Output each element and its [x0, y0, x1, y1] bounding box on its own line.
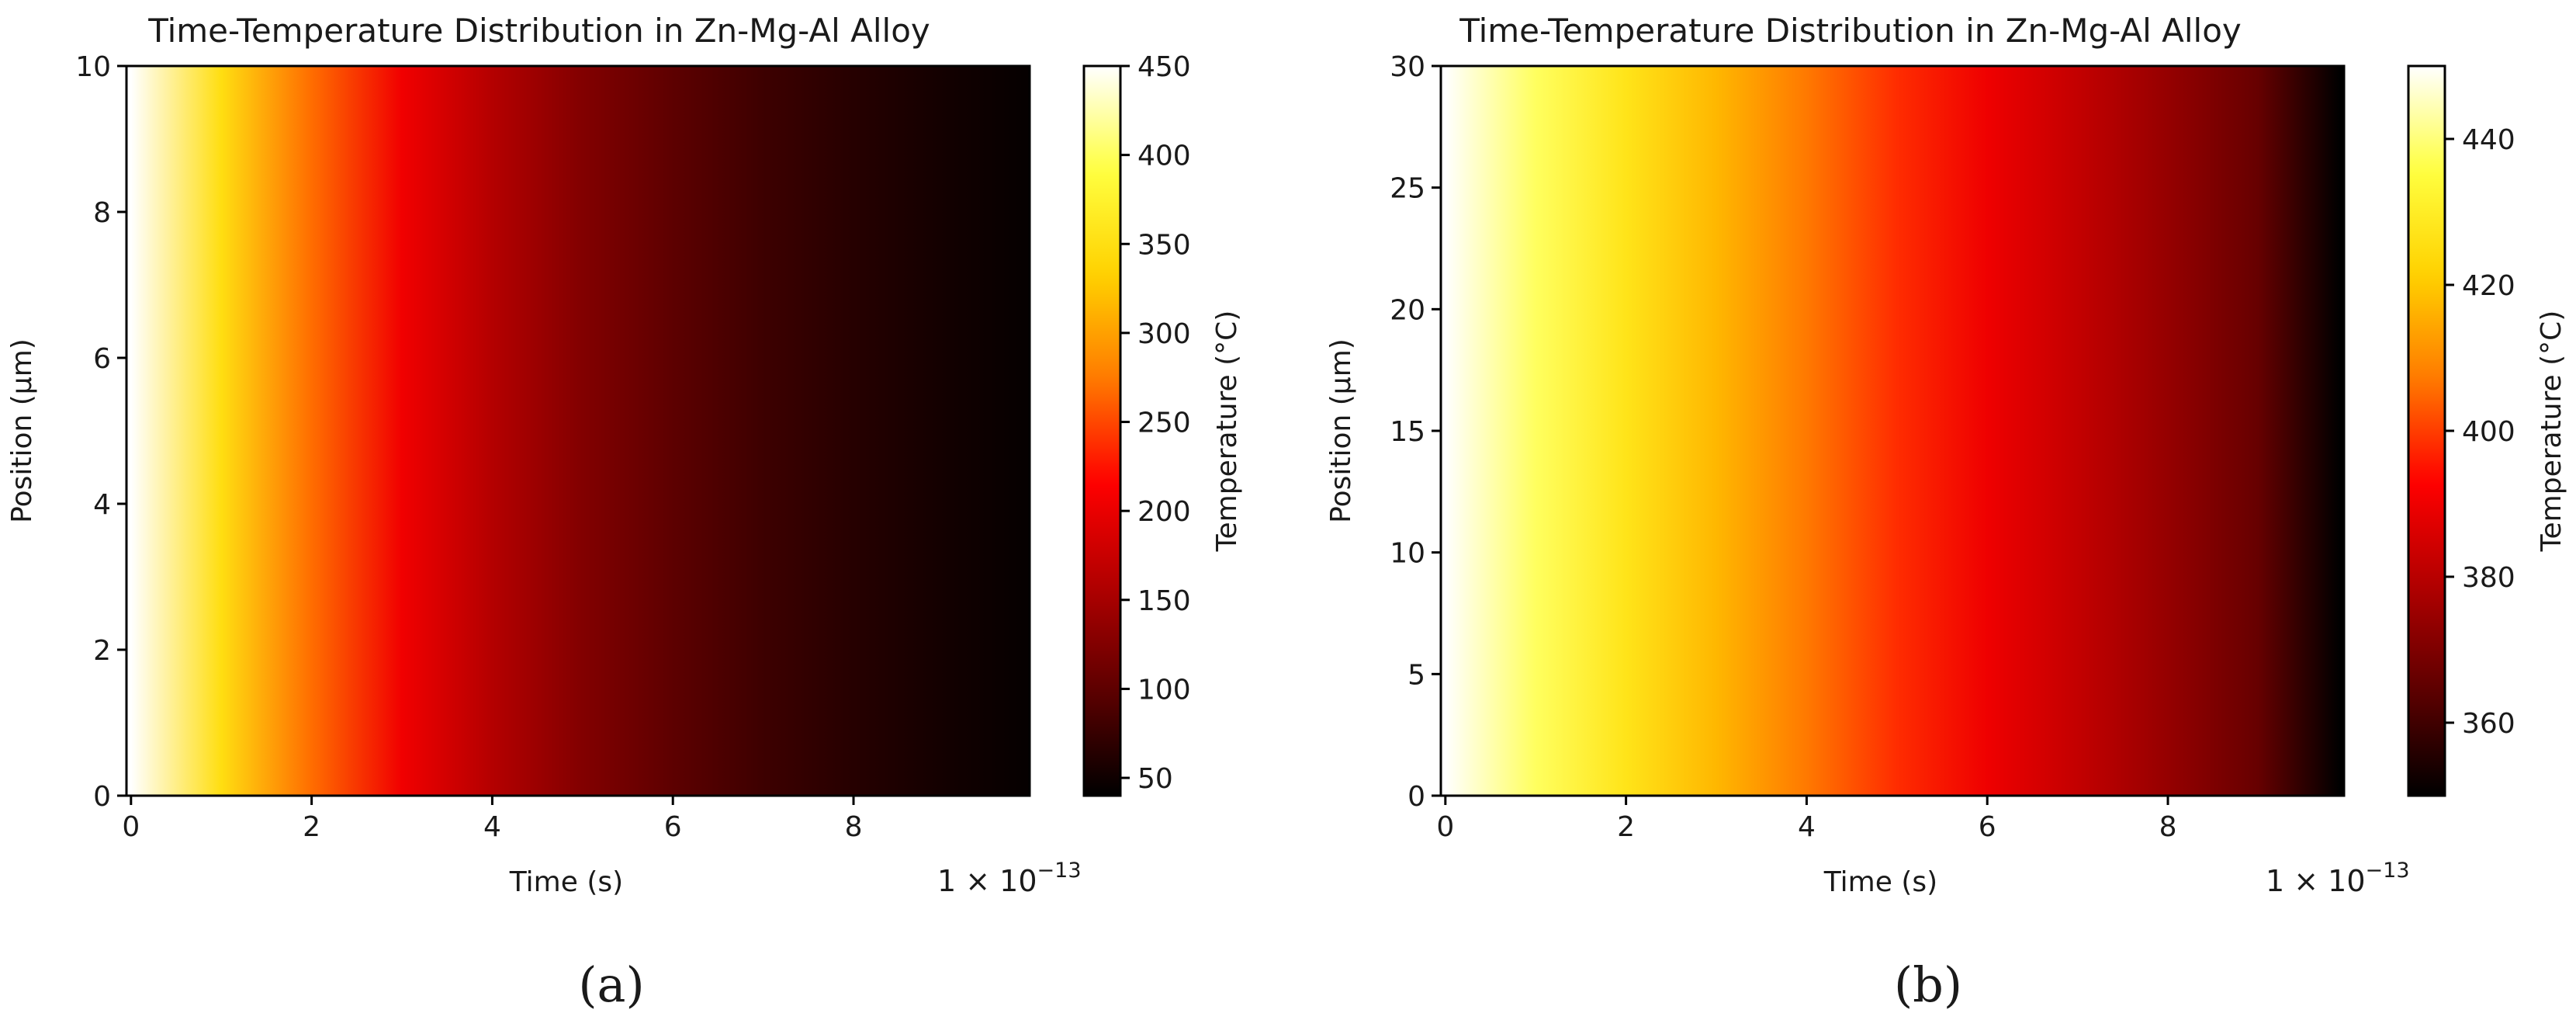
- x-axis-label: Time (s): [509, 866, 623, 898]
- colorbar-label: Temperature (°C): [2536, 311, 2567, 553]
- x-tick-label: 8: [845, 811, 863, 843]
- y-tick-label: 20: [1390, 294, 1425, 326]
- colorbar-label: Temperature (°C): [1211, 311, 1243, 553]
- y-tick-label: 30: [1390, 51, 1425, 83]
- colorbar-tick-label: 50: [1137, 763, 1173, 795]
- y-axis-label: Position (µm): [1325, 338, 1357, 523]
- x-tick-label: 6: [1979, 811, 1996, 843]
- x-tick-label: 2: [303, 811, 320, 843]
- heatmap: [126, 66, 1030, 796]
- colorbar-tick-label: 400: [2462, 416, 2515, 448]
- heatmap: [1441, 66, 2344, 796]
- x-tick-label: 6: [664, 811, 682, 843]
- y-axis-label: Position (µm): [6, 338, 38, 523]
- colorbar-tick-label: 400: [1137, 141, 1191, 172]
- colorbar-tick-label: 150: [1137, 585, 1191, 617]
- chart-title: Time-Temperature Distribution in Zn-Mg-A…: [1459, 12, 2242, 50]
- colorbar-ticks: 360 380 400 420 440: [2445, 124, 2515, 740]
- y-tick-label: 4: [93, 489, 111, 521]
- y-tick-label: 25: [1390, 173, 1425, 205]
- panel-label: (b): [1894, 956, 1962, 1013]
- x-offset-label: 1 × 10−13: [2266, 859, 2410, 898]
- y-tick-label: 15: [1390, 416, 1425, 448]
- y-tick-label: 5: [1407, 659, 1425, 691]
- colorbar-tick-label: 380: [2462, 562, 2515, 594]
- colorbar-tick-label: 300: [1137, 318, 1191, 350]
- x-tick-label: 2: [1617, 811, 1635, 843]
- colorbar-tick-label: 350: [1137, 229, 1191, 261]
- y-tick-label: 10: [75, 51, 111, 83]
- x-axis-label: Time (s): [1823, 866, 1937, 898]
- colorbar-ticks: 50 100 150 200 250 300 350 400 450: [1120, 51, 1191, 795]
- colorbar-tick-label: 250: [1137, 408, 1191, 439]
- x-tick-label: 4: [483, 811, 501, 843]
- x-offset-label: 1 × 10−13: [937, 859, 1082, 898]
- x-offset-exponent: −13: [1037, 859, 1082, 883]
- y-tick-label: 8: [93, 197, 111, 229]
- x-offset-base: 1 × 10: [937, 864, 1037, 898]
- colorbar-tick-label: 420: [2462, 270, 2515, 302]
- x-offset-base: 1 × 10: [2266, 864, 2366, 898]
- y-tick-label: 10: [1390, 538, 1425, 570]
- x-axis-ticks: 0 2 4 6 8: [122, 796, 862, 843]
- x-tick-label: 0: [1436, 811, 1454, 843]
- x-tick-label: 0: [122, 811, 140, 843]
- chart-panel-a: Time-Temperature Distribution in Zn-Mg-A…: [6, 12, 1243, 1013]
- x-axis-ticks: 0 2 4 6 8: [1436, 796, 2176, 843]
- colorbar-tick-label: 440: [2462, 124, 2515, 156]
- colorbar-tick-label: 200: [1137, 496, 1191, 528]
- colorbar-frame: [1082, 64, 1122, 797]
- chart-title: Time-Temperature Distribution in Zn-Mg-A…: [147, 12, 930, 50]
- panel-label: (a): [578, 956, 644, 1013]
- x-tick-label: 8: [2159, 811, 2177, 843]
- y-tick-label: 2: [93, 635, 111, 667]
- colorbar-tick-label: 100: [1137, 674, 1191, 706]
- x-tick-label: 4: [1798, 811, 1816, 843]
- x-offset-exponent: −13: [2366, 859, 2410, 883]
- colorbar: [2408, 66, 2445, 796]
- y-tick-label: 0: [1407, 781, 1425, 813]
- colorbar: [1084, 66, 1120, 796]
- y-axis-ticks: 0 5 10 15 20 25 30: [1390, 51, 1441, 813]
- y-tick-label: 0: [93, 781, 111, 813]
- plot-frame: [125, 64, 1031, 797]
- colorbar-tick-label: 450: [1137, 51, 1191, 83]
- chart-panel-b: Time-Temperature Distribution in Zn-Mg-A…: [1325, 12, 2567, 1013]
- y-tick-label: 6: [93, 343, 111, 375]
- y-axis-ticks: 0 2 4 6 8 10: [75, 51, 126, 813]
- colorbar-tick-label: 360: [2462, 708, 2515, 740]
